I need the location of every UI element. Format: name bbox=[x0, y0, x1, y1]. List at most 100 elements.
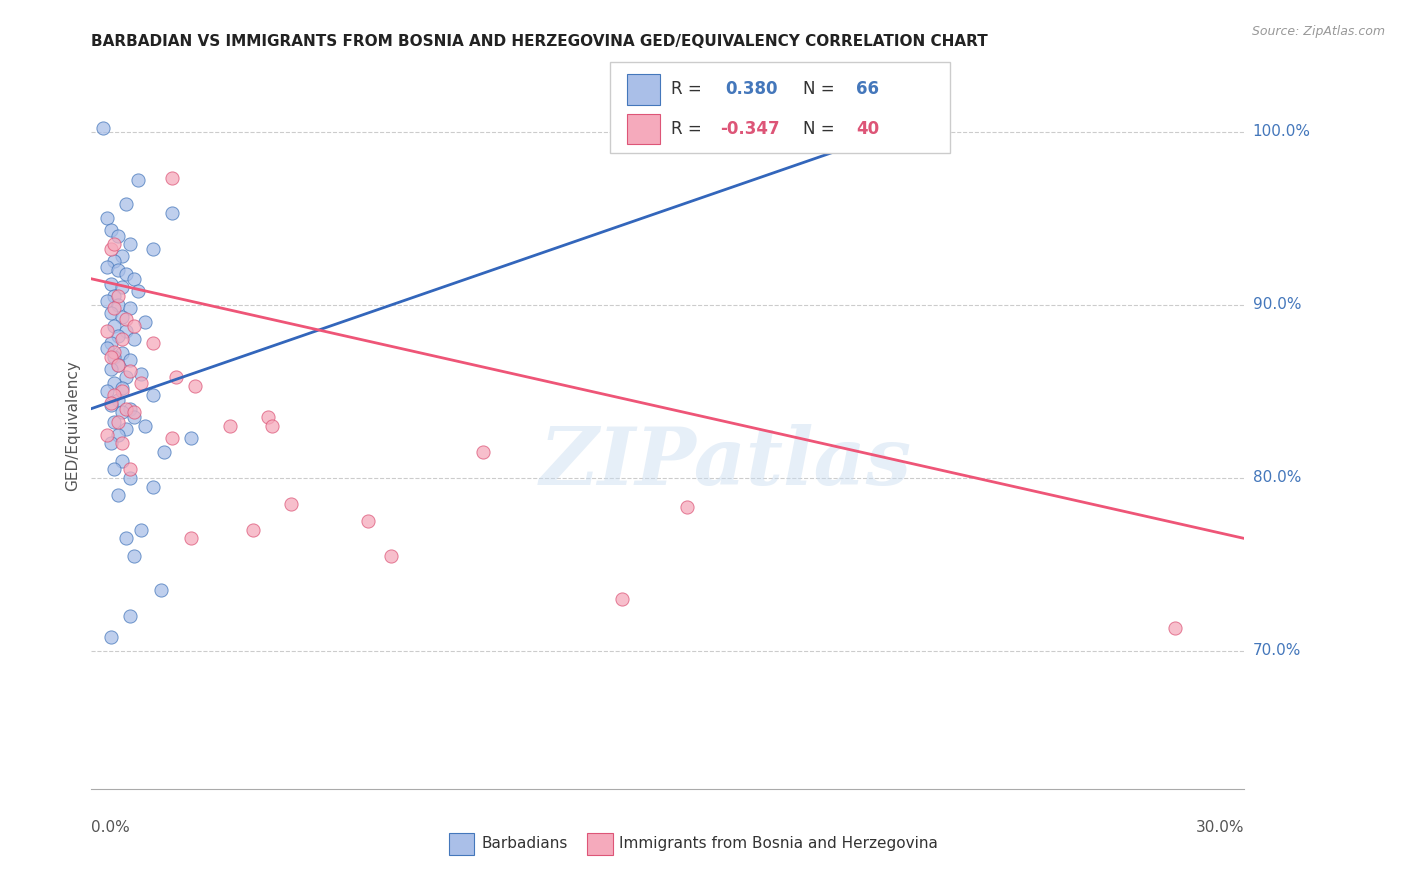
Text: Immigrants from Bosnia and Herzegovina: Immigrants from Bosnia and Herzegovina bbox=[620, 837, 938, 852]
Text: N =: N = bbox=[803, 80, 839, 98]
Point bbox=[96, 324, 118, 338]
Text: 90.0%: 90.0% bbox=[1253, 297, 1301, 312]
Point bbox=[91, 121, 114, 136]
Point bbox=[103, 462, 125, 476]
Point bbox=[107, 289, 129, 303]
Point bbox=[118, 471, 141, 485]
Point bbox=[142, 388, 165, 402]
Text: R =: R = bbox=[671, 80, 707, 98]
Point bbox=[118, 609, 141, 624]
Point bbox=[107, 228, 129, 243]
Point bbox=[107, 359, 129, 373]
Point bbox=[160, 206, 183, 220]
Bar bbox=[588, 833, 613, 855]
Point bbox=[107, 329, 129, 343]
Point bbox=[118, 401, 141, 416]
Point bbox=[280, 497, 302, 511]
Point bbox=[218, 418, 240, 433]
Point bbox=[127, 284, 149, 298]
Point bbox=[96, 294, 118, 309]
Point bbox=[96, 384, 118, 399]
Point bbox=[111, 249, 134, 263]
Point bbox=[242, 523, 264, 537]
Point bbox=[96, 341, 118, 355]
Bar bbox=[627, 74, 659, 104]
Point bbox=[134, 418, 156, 433]
Point bbox=[107, 488, 129, 502]
Point bbox=[103, 416, 125, 430]
Point bbox=[111, 346, 134, 360]
Point bbox=[100, 630, 122, 644]
Text: ZIPatlas: ZIPatlas bbox=[540, 424, 911, 501]
Point bbox=[180, 431, 202, 445]
Point bbox=[118, 237, 141, 252]
Point bbox=[676, 500, 699, 515]
Point bbox=[122, 410, 145, 425]
Point bbox=[118, 363, 141, 377]
Point bbox=[115, 197, 138, 211]
Point bbox=[107, 416, 129, 430]
Point bbox=[131, 367, 153, 381]
Point bbox=[111, 436, 134, 450]
Point bbox=[122, 549, 145, 563]
Point bbox=[107, 392, 129, 407]
Text: Barbadians: Barbadians bbox=[481, 837, 568, 852]
Point bbox=[103, 237, 125, 252]
Point bbox=[107, 263, 129, 277]
Point bbox=[111, 280, 134, 294]
Point bbox=[380, 549, 402, 563]
Y-axis label: GED/Equivalency: GED/Equivalency bbox=[65, 360, 80, 491]
Text: BARBADIAN VS IMMIGRANTS FROM BOSNIA AND HERZEGOVINA GED/EQUIVALENCY CORRELATION : BARBADIAN VS IMMIGRANTS FROM BOSNIA AND … bbox=[91, 34, 988, 49]
Point bbox=[103, 289, 125, 303]
Text: 100.0%: 100.0% bbox=[1253, 124, 1310, 139]
Point bbox=[160, 431, 183, 445]
Point bbox=[357, 514, 380, 528]
Point bbox=[115, 532, 138, 546]
Text: -0.347: -0.347 bbox=[720, 120, 779, 137]
Point bbox=[111, 381, 134, 395]
Point bbox=[115, 311, 138, 326]
Point bbox=[127, 173, 149, 187]
Point bbox=[115, 370, 138, 384]
Point bbox=[165, 370, 187, 384]
Point bbox=[100, 243, 122, 257]
Point bbox=[100, 277, 122, 291]
Point bbox=[122, 332, 145, 346]
Point bbox=[180, 532, 202, 546]
Text: 40: 40 bbox=[856, 120, 879, 137]
Point bbox=[153, 445, 176, 459]
Text: 0.0%: 0.0% bbox=[91, 820, 131, 835]
FancyBboxPatch shape bbox=[610, 62, 950, 153]
Point bbox=[626, 120, 648, 134]
Point bbox=[96, 211, 118, 226]
Point bbox=[131, 376, 153, 390]
Point bbox=[1164, 622, 1187, 636]
Point bbox=[103, 376, 125, 390]
Point bbox=[472, 445, 495, 459]
Point bbox=[115, 422, 138, 436]
Text: 80.0%: 80.0% bbox=[1253, 470, 1301, 485]
Point bbox=[100, 306, 122, 320]
Point bbox=[96, 427, 118, 442]
Text: R =: R = bbox=[671, 120, 707, 137]
Point bbox=[103, 344, 125, 359]
Point bbox=[122, 272, 145, 286]
Point bbox=[115, 324, 138, 338]
Point bbox=[610, 592, 633, 607]
Point bbox=[907, 116, 929, 130]
Point bbox=[118, 353, 141, 368]
Point bbox=[142, 479, 165, 493]
Point bbox=[107, 298, 129, 312]
Point bbox=[103, 388, 125, 402]
Point bbox=[107, 359, 129, 373]
Point bbox=[118, 301, 141, 316]
Text: N =: N = bbox=[803, 120, 839, 137]
Point bbox=[111, 310, 134, 324]
Bar bbox=[449, 833, 474, 855]
Text: 0.380: 0.380 bbox=[725, 80, 778, 98]
Point bbox=[103, 350, 125, 364]
Point bbox=[111, 332, 134, 346]
Text: Source: ZipAtlas.com: Source: ZipAtlas.com bbox=[1251, 25, 1385, 38]
Point bbox=[260, 418, 283, 433]
Point bbox=[134, 315, 156, 329]
